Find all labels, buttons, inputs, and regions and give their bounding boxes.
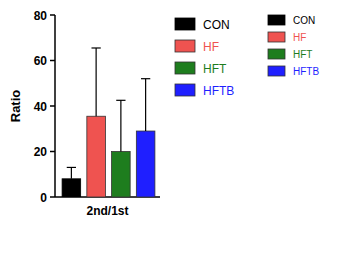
legend-swatch: [268, 66, 285, 76]
legend-label: HF: [203, 40, 219, 54]
y-tick-label: 20: [34, 145, 48, 159]
legend-label: HFT: [203, 62, 227, 76]
error-stem: [120, 100, 121, 151]
legend-label: HFTB: [203, 84, 234, 98]
y-axis-label: Ratio: [8, 90, 23, 123]
legend-swatch: [175, 62, 195, 74]
legend: CON HF HFT HFTB: [268, 15, 319, 77]
error-bar: [141, 79, 150, 131]
error-cap: [91, 47, 100, 48]
y-tick: [50, 14, 55, 16]
error-bar: [116, 100, 125, 151]
bars: [62, 48, 155, 197]
y-tick: [50, 105, 55, 107]
legend-swatch: [268, 15, 285, 25]
legend: CON HF HFT HFTB: [175, 18, 234, 98]
legend-label: CON: [293, 15, 315, 26]
legend-swatch: [175, 18, 195, 30]
legend-swatch: [268, 32, 285, 42]
bar: [87, 116, 106, 197]
legend-swatch: [175, 84, 195, 96]
y-tick: [50, 196, 55, 198]
error-stem: [71, 167, 72, 178]
bar: [112, 152, 131, 198]
legend-swatch: [175, 40, 195, 52]
error-stem: [145, 79, 146, 131]
error-cap: [116, 100, 125, 101]
legend-label: HF: [293, 32, 306, 43]
legend-label: CON: [203, 18, 230, 32]
y-tick: [50, 151, 55, 153]
error-cap: [141, 78, 150, 79]
error-bar: [67, 167, 76, 178]
error-cap: [67, 167, 76, 168]
y-tick-label: 80: [34, 9, 48, 23]
y-tick: [50, 60, 55, 62]
bar: [136, 131, 155, 197]
legend-label: HFT: [293, 49, 312, 60]
x-tick-label: 2nd/1st: [86, 204, 128, 218]
legend-label: HFTB: [293, 66, 319, 77]
y-tick-label: 60: [34, 54, 48, 68]
error-stem: [96, 48, 97, 116]
error-bar: [91, 48, 100, 116]
legend-swatch: [268, 49, 285, 59]
y-tick-label: 40: [34, 100, 48, 114]
chart: 0 20 40 60 80 Ratio 2nd/1st CON HF HFT HFTB CON HF HF…: [0, 0, 354, 253]
y-tick-label: 0: [40, 191, 47, 205]
bar: [62, 179, 81, 197]
